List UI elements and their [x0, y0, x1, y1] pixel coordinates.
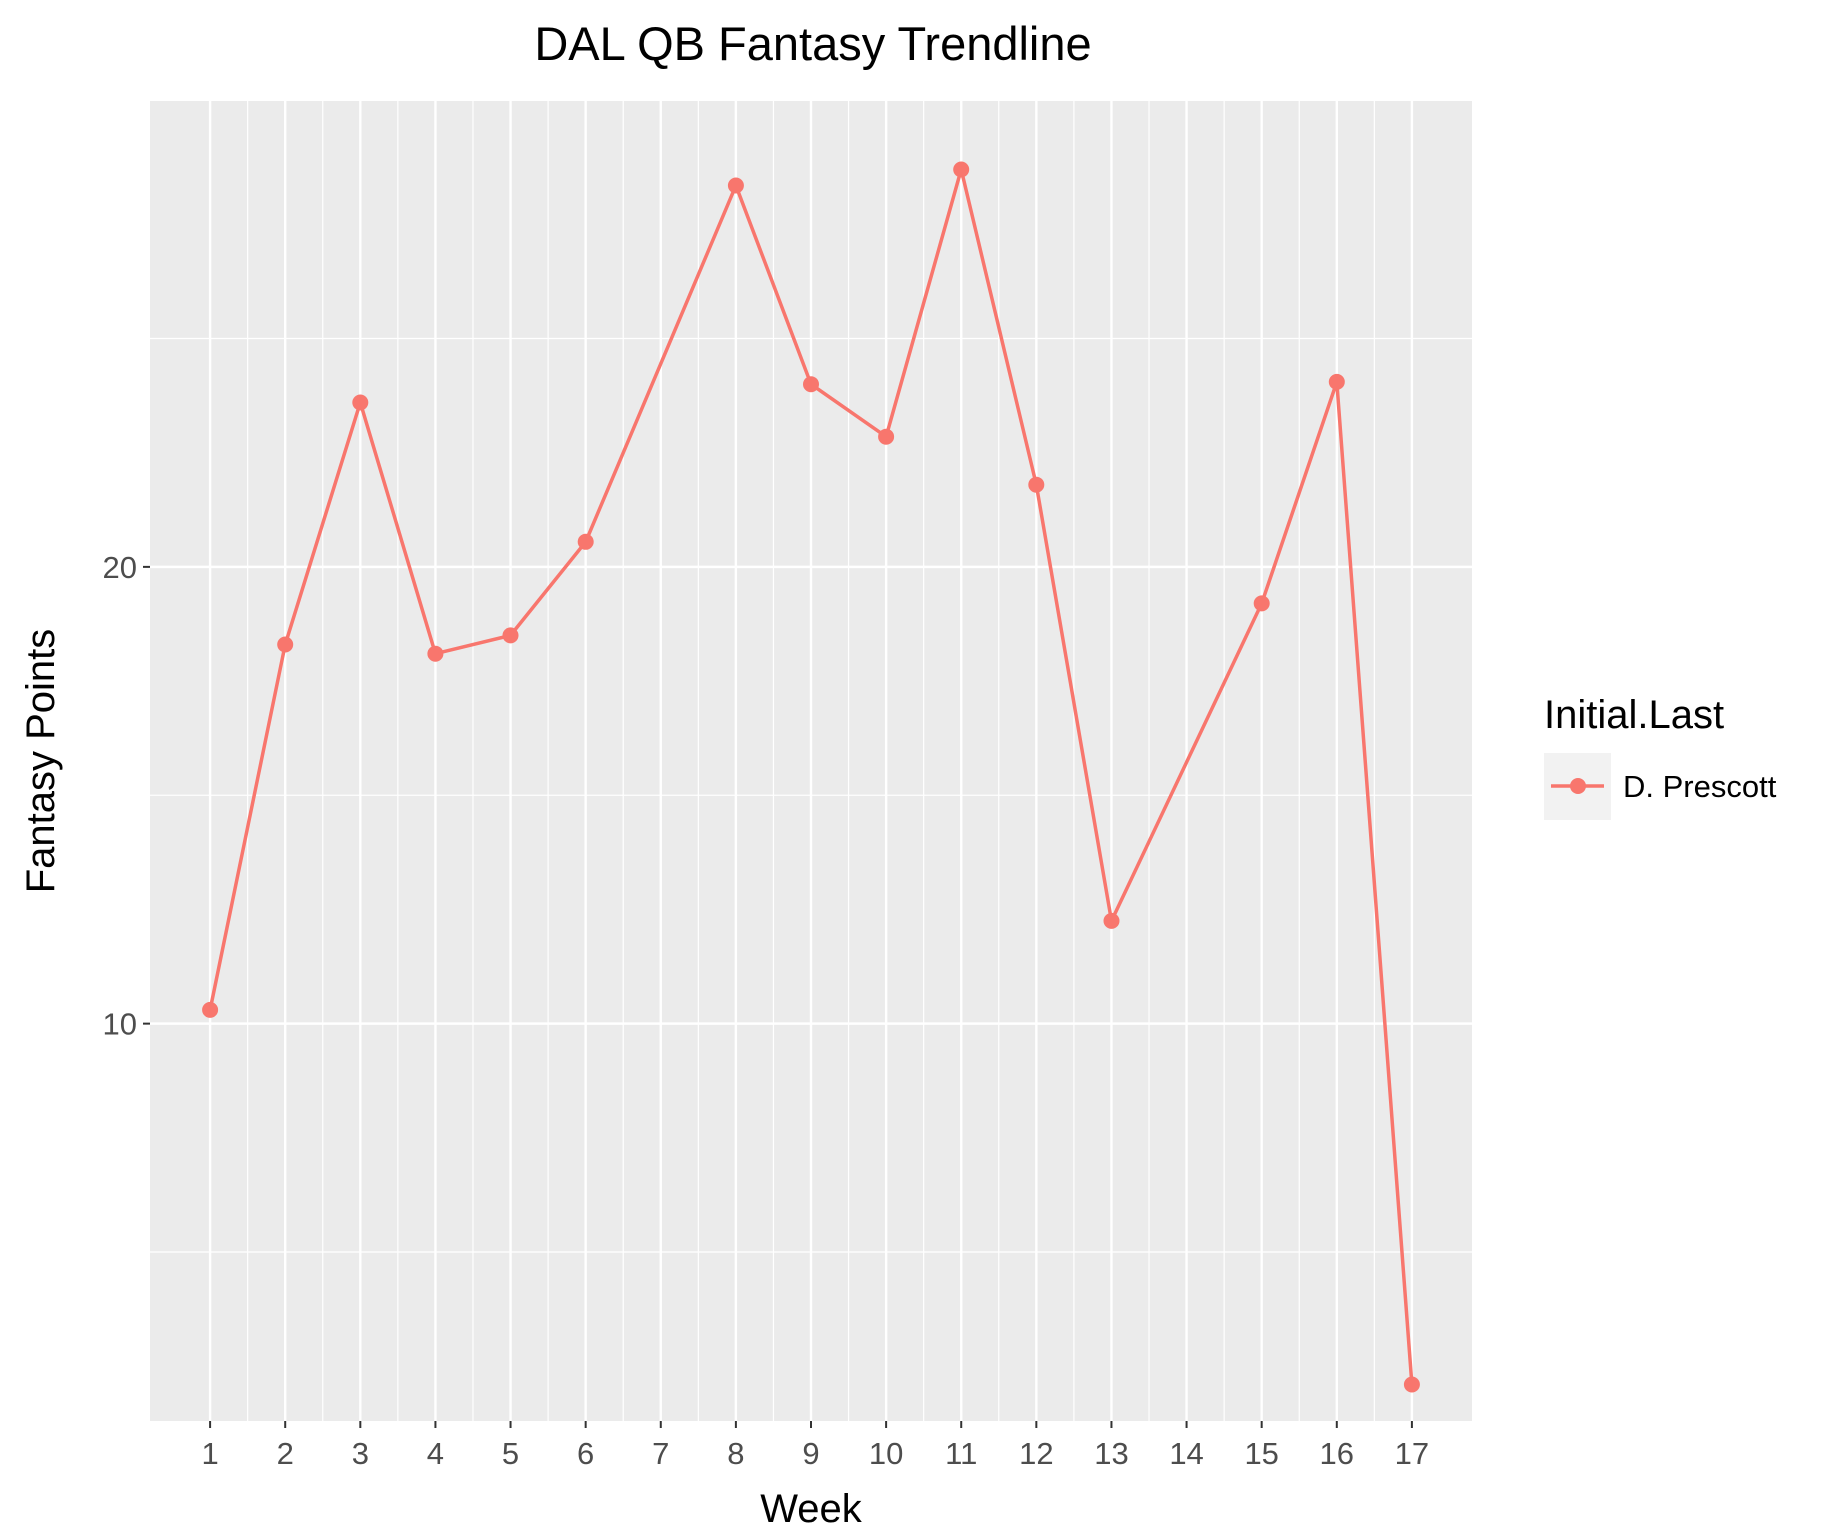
data-point: [1028, 476, 1045, 493]
y-axis-title: Fantasy Points: [19, 629, 63, 894]
data-point: [427, 645, 444, 662]
legend: Initial.Last D. Prescott: [1544, 693, 1777, 820]
x-tick-label: 3: [352, 1436, 369, 1471]
x-tick-label: 11: [945, 1436, 977, 1471]
x-axis: 1 2 3 4 5 6 7 8 9 10 11 12 13 14 15 16 17: [201, 1421, 1429, 1471]
data-point: [1403, 1376, 1420, 1393]
major-gridlines: [150, 101, 1472, 1421]
data-point: [803, 376, 819, 393]
x-tick-label: 9: [802, 1436, 819, 1471]
x-tick-label: 14: [1169, 1436, 1203, 1471]
y-tick-label: 10: [103, 1007, 137, 1042]
x-tick-label: 16: [1320, 1436, 1354, 1471]
data-point: [1328, 373, 1345, 390]
x-tick-label: 10: [869, 1436, 903, 1471]
x-tick-label: 8: [727, 1436, 744, 1471]
data-point: [953, 161, 970, 178]
data-point: [202, 1001, 219, 1018]
x-tick-label: 12: [1019, 1436, 1053, 1471]
x-tick-label: 4: [427, 1436, 444, 1471]
x-tick-label: 13: [1094, 1436, 1128, 1471]
data-point: [277, 636, 294, 653]
data-point: [727, 177, 744, 194]
legend-key-point: [1570, 778, 1586, 794]
data-point: [577, 533, 594, 550]
y-tick-label: 20: [103, 550, 137, 585]
data-point: [502, 627, 519, 644]
minor-gridlines: [150, 101, 1472, 1421]
data-point: [878, 428, 895, 445]
chart-title: DAL QB Fantasy Trendline: [534, 17, 1091, 70]
data-point: [352, 394, 369, 411]
legend-label-d-prescott: D. Prescott: [1623, 769, 1777, 804]
data-points: [202, 161, 1420, 1393]
x-tick-label: 1: [201, 1436, 218, 1471]
x-tick-label: 17: [1395, 1436, 1429, 1471]
x-tick-label: 6: [577, 1436, 594, 1471]
x-tick-label: 15: [1244, 1436, 1278, 1471]
x-tick-label: 5: [502, 1436, 519, 1471]
data-point: [1253, 595, 1270, 612]
y-axis: 10 20: [103, 550, 150, 1042]
x-tick-label: 7: [652, 1436, 669, 1471]
x-tick-label: 2: [277, 1436, 294, 1471]
series-layer: [202, 161, 1420, 1393]
data-point: [1103, 912, 1120, 929]
x-axis-title: Week: [760, 1487, 863, 1531]
legend-title: Initial.Last: [1544, 693, 1724, 737]
